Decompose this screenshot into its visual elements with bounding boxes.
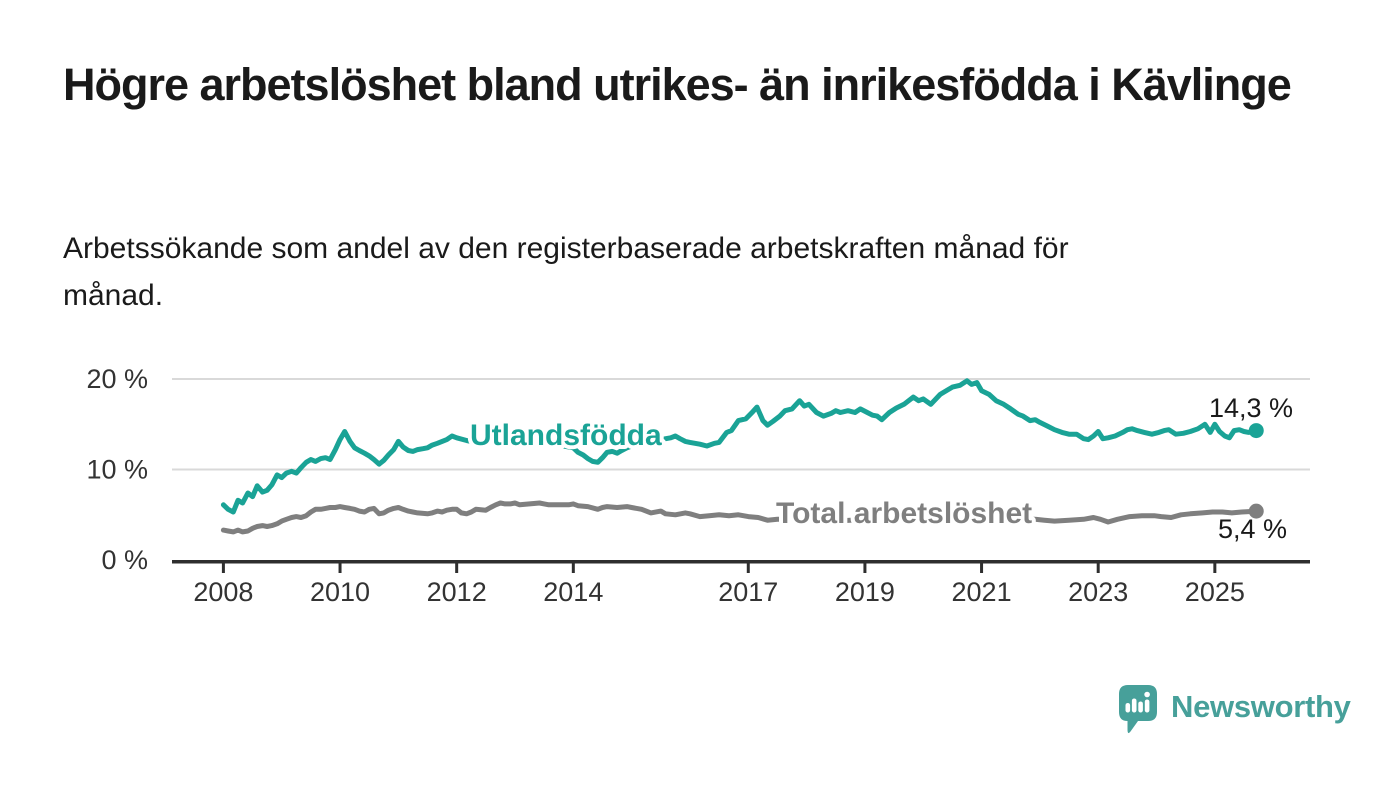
- newsworthy-logo: Newsworthy: [1118, 683, 1351, 737]
- series-label-total-arbetsloshet: Total arbetslöshet: [776, 497, 1032, 530]
- page-subtitle: Arbetssökande som andel av den registerb…: [63, 232, 1069, 312]
- x-tick-label-2014: 2014: [543, 577, 603, 607]
- x-tick-label-2012: 2012: [427, 577, 487, 607]
- series-end-dot-utlandsfodda: [1248, 423, 1264, 439]
- series-end-dot-total-arbetsloshet: [1248, 503, 1264, 519]
- x-tick-label-2025: 2025: [1185, 577, 1245, 607]
- x-tick-label-2023: 2023: [1068, 577, 1128, 607]
- x-tick-label-2017: 2017: [718, 577, 778, 607]
- page-title: Högre arbetslöshet bland utrikes- än inr…: [63, 59, 1292, 110]
- series-line-utlandsfodda: [220, 378, 1259, 515]
- x-tick-label-2021: 2021: [952, 577, 1012, 607]
- x-tick-label-2010: 2010: [310, 577, 370, 607]
- series-line-total-arbetsloshet: [220, 500, 1259, 535]
- y-tick-label-20pct: 20 %: [86, 364, 148, 394]
- y-tick-label-10pct: 10 %: [86, 455, 148, 485]
- x-tick-label-2008: 2008: [193, 577, 253, 607]
- newsworthy-logo-text: Newsworthy: [1171, 688, 1351, 724]
- value-label-utlandsfodda: 14,3 %: [1209, 393, 1293, 423]
- value-label-total-arbetsloshet: 5,4 %: [1218, 514, 1287, 544]
- x-tick-label-2019: 2019: [835, 577, 895, 607]
- newsworthy-logo-icon: [1119, 685, 1157, 734]
- y-tick-label-0pct: 0 %: [101, 545, 148, 575]
- series-label-utlandsfodda: Utlandsfödda: [470, 419, 662, 452]
